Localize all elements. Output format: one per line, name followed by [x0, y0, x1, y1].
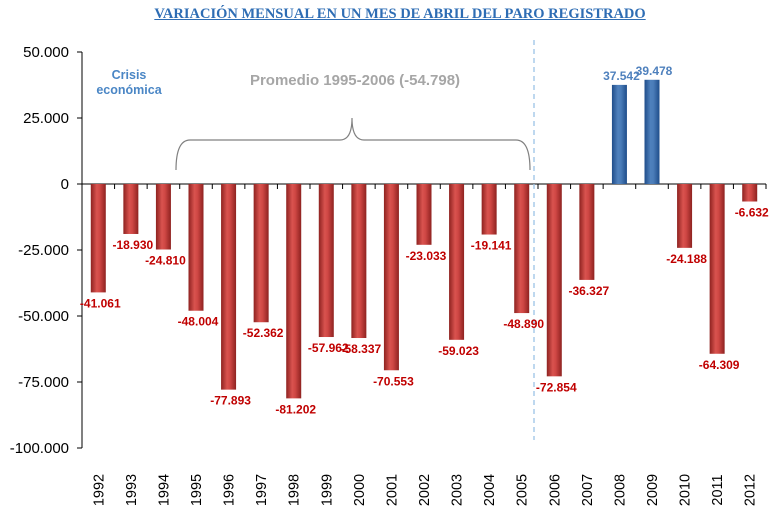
x-tick-label-1996: 1996: [222, 474, 238, 506]
bar-2006: [546, 184, 562, 377]
value-label-1995: -48.004: [178, 315, 219, 329]
value-label-2009: 39.478: [636, 64, 673, 78]
bar-1998: [286, 184, 302, 399]
x-tick-label-1995: 1995: [189, 474, 205, 506]
x-tick-label-2009: 2009: [645, 474, 661, 506]
bar-2012: [742, 184, 758, 202]
x-tick-label-1997: 1997: [254, 474, 270, 506]
bar-1996: [221, 184, 237, 390]
value-label-2008: 37.542: [603, 69, 640, 83]
value-label-2001: -70.553: [373, 374, 414, 388]
value-label-2005: -48.890: [503, 317, 544, 331]
bar-1992: [90, 184, 106, 293]
labels-layer: -41.061 -18.930-24.810 -48.004 -77.893 -52.3…: [80, 64, 769, 417]
bar-2007: [579, 184, 595, 280]
x-tick-label-2001: 2001: [384, 474, 400, 506]
value-label-2000: -58.337: [341, 342, 382, 356]
value-label-2006: -72.854: [536, 380, 577, 394]
y-tick-label: 25.000: [23, 110, 69, 127]
x-tick-label-2003: 2003: [450, 474, 466, 506]
bar-2008: [611, 84, 627, 184]
value-label-1997: -52.362: [243, 326, 284, 340]
average-brace: [175, 117, 531, 171]
bar-1993: [123, 184, 139, 234]
y-tick-label: 50.000: [23, 44, 69, 61]
bar-1999: [318, 184, 334, 338]
x-tick-label-1999: 1999: [319, 474, 335, 506]
bar-2005: [514, 184, 530, 314]
x-tick-label-2010: 2010: [678, 474, 694, 506]
value-label-1994: -24.810: [145, 253, 186, 267]
bar-2001: [383, 184, 399, 371]
x-tick-label-1993: 1993: [124, 474, 140, 506]
axes-layer: 50.000 25.000 0 -25.000 -50.000 -75.000 -100.0…: [10, 40, 767, 506]
value-label-1999: -57.962: [308, 341, 349, 355]
bar-2000: [351, 184, 367, 339]
x-tick-label-2004: 2004: [482, 474, 498, 506]
value-label-1992: -41.061: [80, 296, 121, 310]
bar-1995: [188, 184, 204, 311]
x-tick-label-2006: 2006: [547, 474, 563, 506]
bar-1997: [253, 184, 269, 323]
value-label-2002: -23.033: [406, 249, 447, 263]
x-tick-label-2007: 2007: [580, 474, 596, 506]
y-tick-label: 0: [61, 176, 69, 193]
chart-title: VARIACIÓN MENSUAL EN UN MES DE ABRIL DEL…: [154, 6, 646, 22]
value-label-2004: -19.141: [471, 239, 512, 253]
crisis-label-line1: Crisis: [112, 68, 147, 82]
bar-2004: [481, 184, 497, 235]
value-label-1996: -77.893: [210, 394, 251, 408]
bar-2011: [709, 184, 725, 354]
y-tick-label: -25.000: [18, 242, 69, 259]
x-tick-label-2002: 2002: [417, 474, 433, 506]
y-tick-label: -75.000: [18, 374, 69, 391]
x-tick-label-2012: 2012: [743, 474, 759, 506]
x-tick-label-1998: 1998: [287, 474, 303, 506]
average-label: Promedio 1995-2006 (-54.798): [250, 72, 460, 89]
bar-2003: [449, 184, 465, 340]
value-label-2010: -24.188: [666, 252, 707, 266]
value-label-2003: -59.023: [438, 344, 479, 358]
x-tick-label-2008: 2008: [612, 474, 628, 506]
bar-2010: [677, 184, 693, 248]
x-tick-label-2000: 2000: [352, 474, 368, 506]
value-label-2012: -6.632: [735, 206, 769, 220]
bar-2009: [644, 79, 660, 184]
x-tick-label-1994: 1994: [156, 474, 172, 506]
x-tick-label-1992: 1992: [91, 474, 107, 506]
value-label-1993: -18.930: [113, 238, 154, 252]
bar-1994: [155, 184, 171, 250]
y-tick-label: -50.000: [18, 308, 69, 325]
value-label-1998: -81.202: [275, 402, 316, 416]
x-tick-label-2005: 2005: [515, 474, 531, 506]
crisis-label-line2: económica: [96, 83, 162, 97]
value-label-2011: -64.309: [699, 358, 740, 372]
x-tick-label-2011: 2011: [710, 474, 726, 505]
value-label-2007: -36.327: [569, 284, 610, 298]
bars-layer: [90, 79, 758, 399]
y-tick-label: -100.000: [10, 440, 69, 457]
bar-2002: [416, 184, 432, 245]
